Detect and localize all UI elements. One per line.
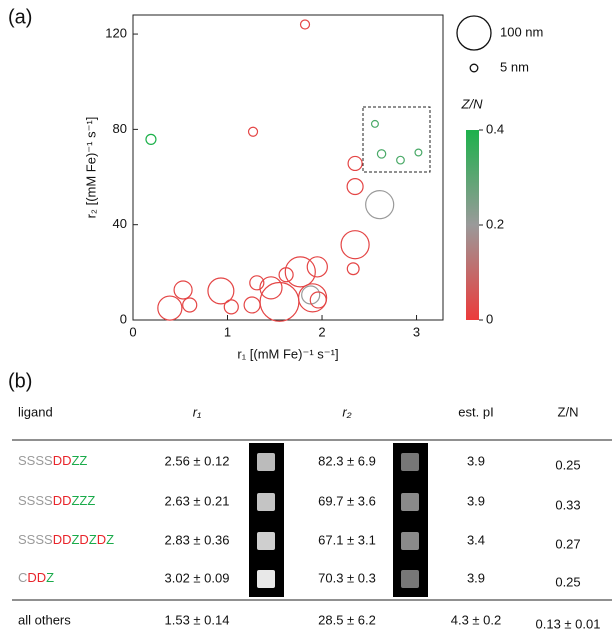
- ligand: SSSSDDZDZDZ: [18, 532, 114, 547]
- bubble: [249, 275, 265, 291]
- bubble: [223, 299, 239, 315]
- size-legend-marker: [469, 63, 479, 73]
- mri-thumbnail: [257, 570, 275, 588]
- bubble: [173, 280, 193, 300]
- bubble: [370, 119, 379, 128]
- mri-thumbnail: [257, 453, 275, 471]
- panel-label: (b): [8, 370, 32, 392]
- table-cell: 3.9: [467, 453, 485, 468]
- bubble: [365, 190, 395, 220]
- bubble: [347, 155, 363, 172]
- table-cell: 3.9: [467, 493, 485, 508]
- x-tick-label: 1: [224, 324, 231, 339]
- table-cell: 4.3 ± 0.2: [451, 612, 502, 627]
- table-cell: 0.33: [555, 497, 580, 512]
- bubble: [299, 19, 311, 30]
- zoom-box: [362, 106, 431, 173]
- bubble: [284, 256, 316, 288]
- table-cell: 2.83 ± 0.36: [165, 532, 230, 547]
- bubble: [259, 281, 300, 322]
- x-axis-label: r₁ [(mM Fe)⁻¹ s⁻¹]: [237, 346, 338, 361]
- bubble: [259, 276, 283, 300]
- table-cell: 67.1 ± 3.1: [318, 532, 376, 547]
- table-header: ligand: [18, 404, 53, 419]
- mri-thumbnail: [257, 532, 275, 550]
- table-cell: 28.5 ± 6.2: [318, 612, 376, 627]
- bubble: [396, 155, 405, 165]
- y-tick-label: 40: [113, 216, 127, 231]
- ligand: SSSSDDZZ: [18, 453, 87, 468]
- bubble: [247, 126, 259, 137]
- colorbar-tick-label: 0.4: [486, 121, 504, 136]
- ligand: all others: [18, 612, 71, 627]
- table-cell: 2.56 ± 0.12: [165, 453, 230, 468]
- x-tick-label: 2: [318, 324, 325, 339]
- bubble: [414, 148, 423, 157]
- bubble: [243, 296, 261, 314]
- mri-thumbnail: [401, 493, 419, 511]
- x-tick-label: 0: [129, 324, 136, 339]
- table-header: Z/N: [558, 404, 579, 419]
- size-legend-label: 5 nm: [500, 59, 529, 74]
- colorbar-label: Z/N: [461, 96, 484, 111]
- table-cell: 0.27: [555, 536, 580, 551]
- bubble: [376, 149, 387, 159]
- y-tick-label: 0: [120, 311, 127, 326]
- table-header: r₁: [193, 404, 201, 419]
- table-cell: 1.53 ± 0.14: [165, 612, 230, 627]
- colorbar-tick-label: 0.2: [486, 216, 504, 231]
- bubble: [306, 256, 328, 278]
- bubble: [145, 133, 157, 145]
- table-header: r₂: [342, 404, 351, 419]
- bubble: [309, 291, 327, 309]
- table-cell: 82.3 ± 6.9: [318, 453, 376, 468]
- ligand: CDDZ: [18, 570, 54, 585]
- table-cell: 0.25: [555, 457, 580, 472]
- bubble: [346, 177, 364, 196]
- size-legend-marker: [456, 15, 492, 51]
- mri-thumbnail: [257, 493, 275, 511]
- table-cell: 70.3 ± 0.3: [318, 570, 376, 585]
- colorbar-tick-label: 0: [486, 311, 493, 326]
- bubble: [346, 262, 360, 276]
- mri-thumbnail: [401, 453, 419, 471]
- table-cell: 69.7 ± 3.6: [318, 493, 376, 508]
- table-cell: 3.9: [467, 570, 485, 585]
- y-tick-label: 80: [113, 121, 127, 136]
- y-axis-label: r₂ [(mM Fe)⁻¹ s⁻¹]: [83, 117, 98, 219]
- table-header: est. pI: [458, 404, 493, 419]
- bubble: [297, 283, 328, 313]
- table-cell: 3.4: [467, 532, 485, 547]
- table-cell: 3.02 ± 0.09: [165, 570, 230, 585]
- mri-thumbnail: [401, 532, 419, 550]
- y-tick-label: 120: [105, 26, 127, 41]
- bubble: [207, 277, 235, 305]
- size-legend-label: 100 nm: [500, 24, 543, 39]
- mri-thumbnail: [401, 570, 419, 588]
- panel-label: (a): [8, 6, 32, 28]
- bubble: [182, 297, 198, 313]
- bubble: [157, 295, 183, 321]
- ligand: SSSSDDZZZ: [18, 493, 95, 508]
- table-cell: 0.25: [555, 574, 580, 589]
- table-cell: 2.63 ± 0.21: [165, 493, 230, 508]
- colorbar: [466, 130, 479, 320]
- table-cell: 0.13 ± 0.01: [536, 616, 601, 631]
- x-tick-label: 3: [413, 324, 420, 339]
- plot-frame: [132, 14, 444, 321]
- bubble: [340, 230, 370, 260]
